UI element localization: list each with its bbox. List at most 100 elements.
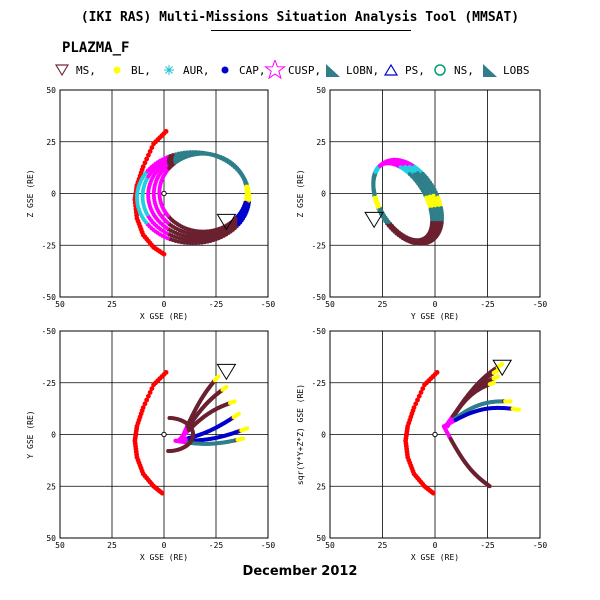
x-tick-label: -50 <box>533 300 548 309</box>
earth-marker <box>161 431 167 438</box>
asterisk-icon <box>159 60 181 80</box>
x-tick-label: 0 <box>433 300 438 309</box>
bow-shock-point <box>416 393 422 399</box>
triangle-down-icon <box>52 60 74 80</box>
y-tick-label: 0 <box>321 190 326 199</box>
x-tick-label: -25 <box>209 541 224 550</box>
y-tick-label: 0 <box>51 190 56 199</box>
orbit-point <box>146 195 151 200</box>
x-tick-label: -50 <box>261 541 276 550</box>
y-tick-label: -50 <box>312 293 327 302</box>
legend-item-aur: AUR, <box>159 60 210 80</box>
legend-label: NS, <box>454 63 474 77</box>
orbit-point <box>191 241 196 246</box>
x-tick-label: 50 <box>325 541 335 550</box>
y-axis-label: Z GSE (RE) <box>26 169 35 217</box>
orbit-point <box>135 198 140 203</box>
x-tick-label: 0 <box>433 541 438 550</box>
ms-marker-icon <box>492 359 513 377</box>
x-tick-label: 50 <box>325 300 335 309</box>
dot-shape <box>221 66 229 74</box>
legend-item-cap: CAP, <box>215 60 266 80</box>
x-axis-label: Y GSE (RE) <box>411 312 459 321</box>
legend-label: MS, <box>76 63 96 77</box>
star-icon <box>264 58 286 80</box>
right-triangle-shape <box>483 64 497 77</box>
title-underline <box>211 30 411 31</box>
orbit-point <box>188 241 193 246</box>
right-triangle-icon <box>479 60 501 80</box>
legend-label: LOBN, <box>346 63 380 77</box>
x-tick-label: 25 <box>378 541 388 550</box>
right-triangle-icon <box>322 60 344 80</box>
x-axis-label: X GSE (RE) <box>411 553 459 562</box>
legend-item-ps: PS, <box>381 60 425 80</box>
x-tick-label: 50 <box>55 541 65 550</box>
dot-icon <box>107 60 129 80</box>
trajectory-point <box>245 426 250 431</box>
y-tick-label: 25 <box>316 482 326 491</box>
y-tick-label: -25 <box>312 379 327 388</box>
trajectory-point <box>496 374 500 379</box>
triangle-up-shape <box>383 63 399 76</box>
x-tick-label: 0 <box>162 300 167 309</box>
y-tick-label: 50 <box>46 86 56 95</box>
x-tick-label: 50 <box>55 300 65 309</box>
y-axis-label: sqr(Y*Y+Z*Z) GSE (RE) <box>296 384 305 485</box>
triangle-down-shape <box>54 64 70 77</box>
y-tick-label: 25 <box>316 138 326 147</box>
trajectory-point <box>517 407 521 412</box>
orbit-point <box>382 213 387 218</box>
ms-marker-icon <box>216 213 237 231</box>
circle-icon <box>430 60 452 80</box>
bow-shock-point <box>430 490 436 496</box>
y-tick-label: -50 <box>42 327 57 336</box>
x-axis-label: X GSE (RE) <box>140 553 188 562</box>
ms-marker-icon <box>364 211 384 229</box>
ms-marker-icon <box>216 363 237 381</box>
orbit-point <box>185 240 190 245</box>
bow-shock-point <box>415 397 420 403</box>
x-axis-label: X GSE (RE) <box>140 312 188 321</box>
bow-shock-point <box>149 145 155 151</box>
bow-shock-point <box>144 156 150 162</box>
bow-shock-point <box>149 386 155 392</box>
trajectory-point <box>236 411 241 416</box>
trajectory-point <box>500 362 505 367</box>
bow-shock-point <box>151 141 157 147</box>
y-axis-label: Z GSE (RE) <box>296 169 305 217</box>
y-tick-label: -25 <box>42 241 57 250</box>
star-shape <box>264 58 286 80</box>
asterisk-stroke <box>165 66 173 74</box>
x-tick-label: -25 <box>209 300 224 309</box>
bow-shock-point <box>159 490 165 496</box>
trajectory-point <box>232 399 237 404</box>
legend-label: AUR, <box>183 63 210 77</box>
trajectory-point <box>491 380 496 385</box>
orbit-point <box>151 194 156 199</box>
y-tick-label: -50 <box>42 293 57 302</box>
y-axis-label: Y GSE (RE) <box>26 410 35 458</box>
trajectory-point <box>487 484 492 489</box>
legend-label: CAP, <box>239 63 266 77</box>
bow-shock-point <box>418 390 424 395</box>
right-triangle-shape <box>326 64 340 77</box>
y-tick-label: 50 <box>316 534 326 543</box>
bow-shock-point <box>144 397 150 403</box>
x-tick-label: 25 <box>107 300 117 309</box>
bow-shock-point <box>151 382 157 388</box>
bow-shock-point <box>413 401 419 407</box>
bow-shock-point <box>147 149 153 154</box>
bow-shock-point <box>161 251 167 257</box>
legend-label: PS, <box>405 63 425 77</box>
y-tick-label: 25 <box>46 138 56 147</box>
bow-shock-point <box>146 393 151 399</box>
x-tick-label: -50 <box>533 541 548 550</box>
legend: MS, BL, AUR, CAP, CUSP, LOBN, PS, NS, LO… <box>52 58 597 82</box>
orbit-point <box>193 238 198 243</box>
legend-label: CUSP, <box>288 63 322 77</box>
x-tick-label: -25 <box>480 300 495 309</box>
bow-shock-point <box>142 401 148 407</box>
